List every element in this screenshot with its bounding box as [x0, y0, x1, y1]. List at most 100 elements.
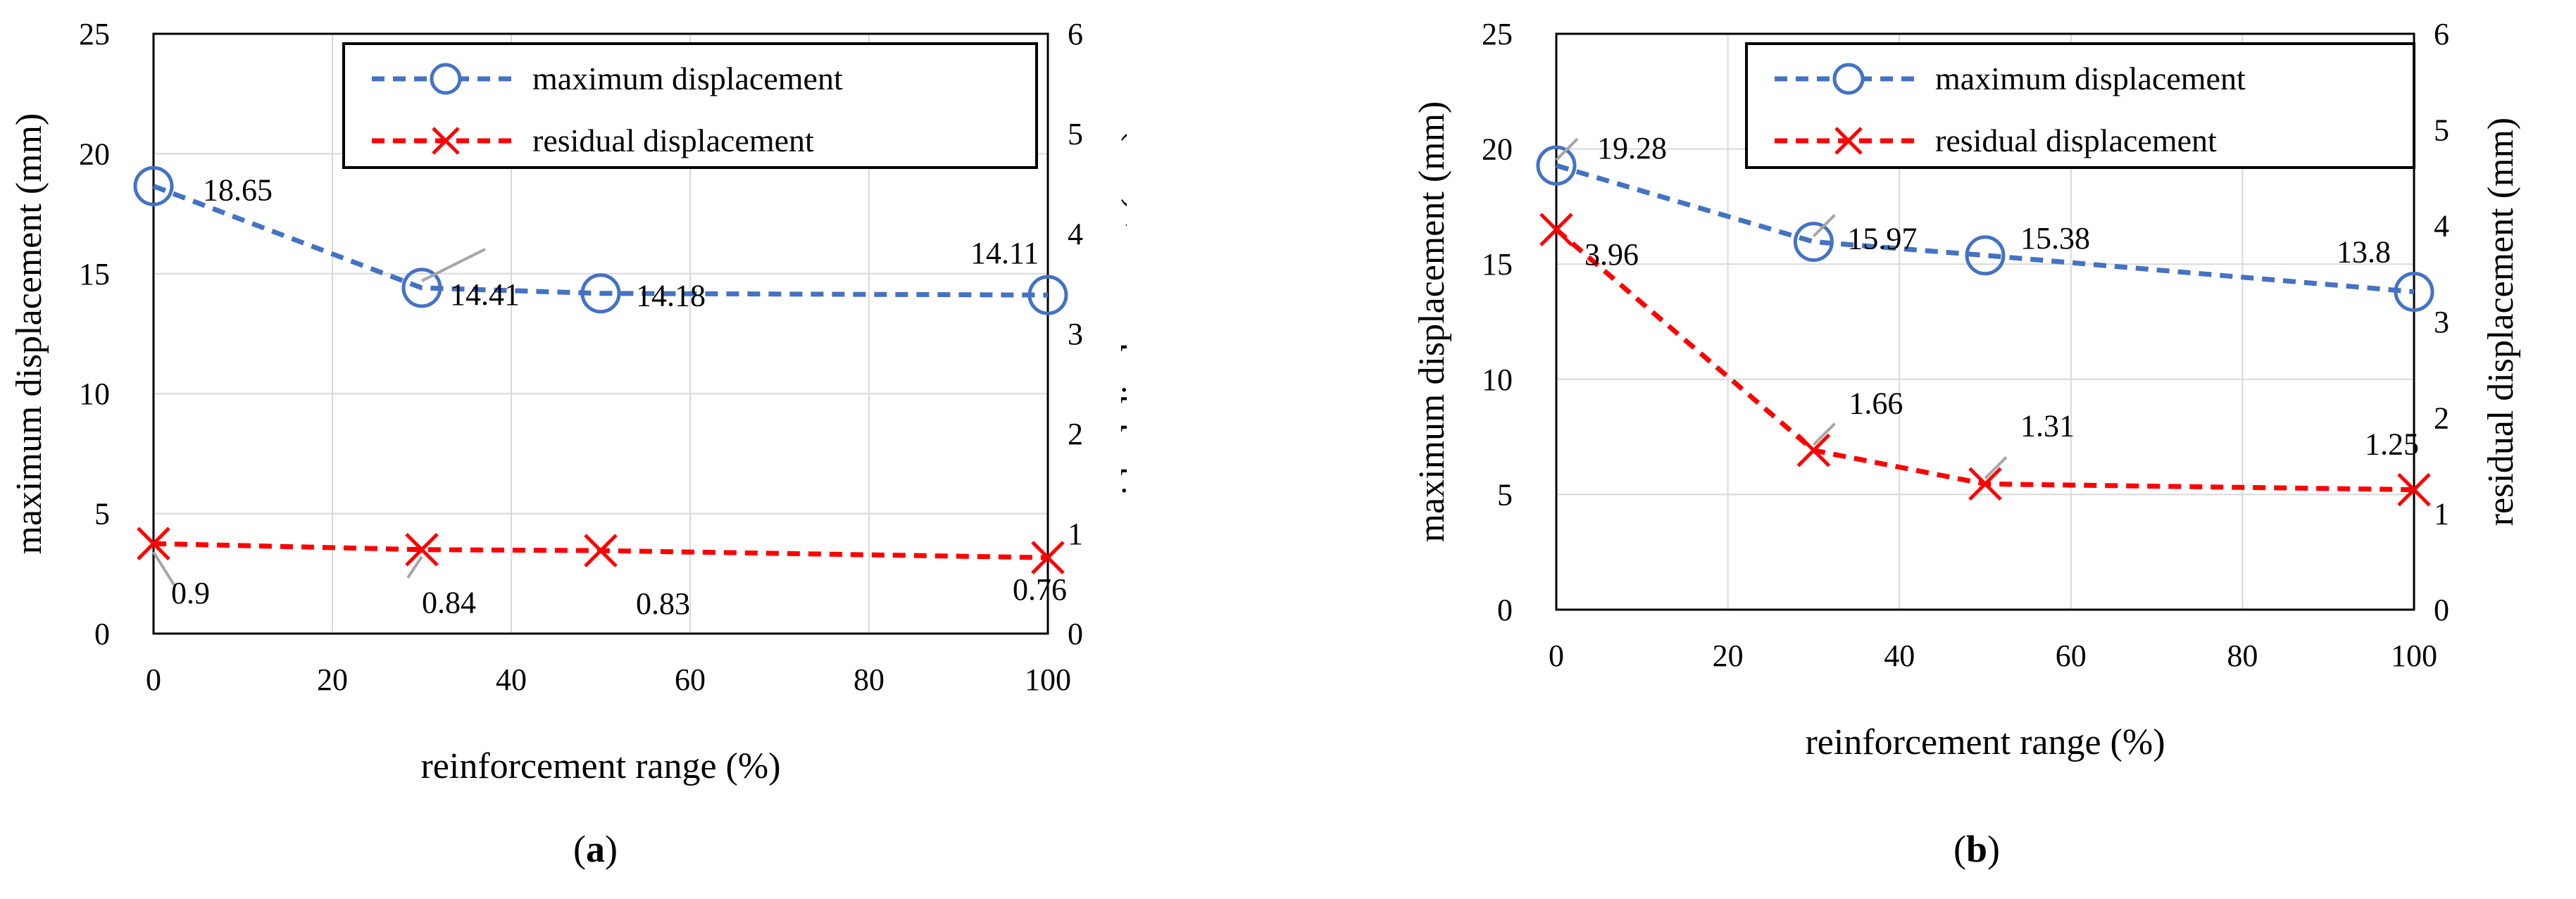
series-line-0: [152, 184, 1049, 298]
y-tick-label: 10: [79, 377, 110, 411]
x-tick-label: 60: [675, 662, 706, 697]
data-point-x: [1539, 213, 1573, 246]
data-label: 14.11: [970, 236, 1039, 270]
chart-svg: 0 20 40 60 80 100 0 5 10 15 20 25 0 1 2 3 4 5 6 reinforceme…: [9, 17, 1127, 786]
leader-line: [406, 555, 423, 579]
legend-marker-circle: [1832, 63, 1865, 95]
series-line-0: [1556, 163, 2415, 294]
y2-tick-label: 5: [2434, 113, 2449, 147]
y-tick-label: 15: [79, 257, 110, 291]
y-tick-label: 5: [1497, 477, 1513, 512]
y-axis-title: maximum displacement (mm): [9, 113, 49, 555]
caption-a: (a): [573, 828, 618, 870]
y2-tick-label: 1: [2434, 497, 2449, 532]
y-tick-label: 25: [79, 17, 110, 51]
y-tick-label: 15: [1482, 247, 1513, 282]
y-tick-label: 5: [94, 497, 110, 532]
x-tick-label: 40: [496, 662, 527, 697]
data-point-circle: [401, 268, 442, 308]
y2-tick-label: 3: [1068, 317, 1083, 351]
x-tick-label: 0: [1549, 639, 1564, 673]
data-point-x: [584, 534, 618, 567]
y-tick-label: 0: [94, 617, 110, 651]
data-point-x: [1968, 467, 2002, 501]
legend-marker-x: [1834, 127, 1863, 155]
y2-axis-title: residual displacement (mm): [2481, 118, 2521, 526]
series-line-1: [1554, 227, 2415, 493]
data-point-x-stroke: [405, 532, 439, 567]
legend-label: maximum displacement: [532, 61, 843, 96]
caption-a-letter: a: [585, 828, 605, 870]
leader-line: [1984, 455, 2008, 479]
legend-marker-x: [432, 127, 460, 155]
data-point-x: [1796, 433, 1831, 467]
data-label: 15.97: [1847, 221, 1917, 256]
data-point-x-stroke: [1539, 213, 1573, 246]
data-label: 19.28: [1597, 131, 1667, 165]
legend: maximum displacement residual displacemen…: [342, 42, 1038, 169]
data-label: 0.9: [171, 576, 210, 610]
data-label: 14.18: [636, 279, 706, 313]
data-label: 0.84: [422, 586, 476, 620]
series-line-1: [153, 541, 1049, 560]
leader-line: [1812, 422, 1836, 446]
y2-tick-label: 0: [1068, 617, 1083, 651]
chart-svg: 0 20 40 60 80 100 0 5 10 15 20 25 0 1 2 3 4 5 6 reinforceme…: [1412, 17, 2521, 762]
x-tick-label: 0: [146, 662, 161, 697]
data-point-x: [405, 532, 439, 567]
x-tick-label: 80: [854, 662, 884, 697]
x-tick-label: 100: [2391, 639, 2437, 673]
data-point-x: [2397, 472, 2431, 507]
y2-tick-label: 2: [1068, 417, 1083, 451]
y2-tick-label: 3: [2434, 305, 2449, 339]
y-axis-title: maximum displacement (mm): [1412, 101, 1452, 543]
chart-panel-b: 0 20 40 60 80 100 0 5 10 15 20 25 0 1 2 3 4 5 6 reinforceme…: [1380, 0, 2576, 796]
leader-line: [421, 248, 486, 282]
legend-label: residual displacement: [532, 122, 814, 158]
data-label: 0.76: [1013, 572, 1067, 607]
leader-line: [1812, 214, 1836, 237]
data-point-circle: [1536, 145, 1577, 186]
legend-marker-circle: [430, 63, 462, 95]
data-point-circle: [580, 273, 621, 314]
x-tick-label: 100: [1025, 662, 1071, 697]
data-point-x-stroke: [584, 534, 618, 567]
legend-box: [1745, 42, 2415, 169]
data-point-x-stroke: [1031, 541, 1065, 574]
data-point-circle: [1965, 235, 2006, 276]
plot-frame: [152, 32, 1049, 635]
leader-line: [152, 551, 176, 587]
data-label: 1.25: [2365, 427, 2419, 462]
plot-frame: [1555, 32, 2415, 611]
data-point-circle: [1027, 275, 1068, 315]
data-label: 1.66: [1849, 386, 1903, 421]
data-point-circle: [133, 165, 174, 206]
y-tick-label: 25: [1482, 17, 1513, 51]
x-tick-label: 60: [2056, 639, 2087, 673]
data-point-x: [1031, 541, 1065, 574]
y2-tick-label: 4: [2434, 209, 2449, 244]
data-label: 13.8: [2337, 234, 2391, 269]
data-label: 18.65: [203, 172, 273, 207]
chart-panel-a: 0 20 40 60 80 100 0 5 10 15 20 25 0 1 2 3 4 5 6 reinforceme…: [0, 0, 1127, 796]
y2-axis-title: residual displacement (mm): [1115, 130, 1127, 538]
x-tick-label: 80: [2227, 639, 2258, 673]
legend-label: residual displacement: [1935, 122, 2217, 158]
data-point-x-stroke: [137, 527, 170, 560]
data-point-x-stroke: [1796, 433, 1831, 467]
x-tick-label: 20: [317, 662, 348, 697]
y-tick-label: 20: [1482, 132, 1513, 167]
y2-tick-label: 5: [1068, 117, 1083, 151]
y2-tick-label: 6: [1068, 17, 1083, 51]
y2-tick-label: 6: [2434, 17, 2449, 51]
y-tick-label: 10: [1482, 363, 1513, 397]
data-label: 15.38: [2020, 221, 2090, 256]
x-axis-title: reinforcement range (%): [1805, 722, 2165, 762]
leader-line: [1555, 137, 1579, 161]
data-point-circle: [1793, 221, 1834, 262]
data-point-x-stroke: [1968, 467, 2002, 501]
data-point-circle: [2394, 271, 2434, 312]
legend-label: maximum displacement: [1935, 61, 2246, 96]
caption-b-letter: b: [1965, 828, 1988, 870]
data-label: 1.31: [2020, 408, 2075, 443]
